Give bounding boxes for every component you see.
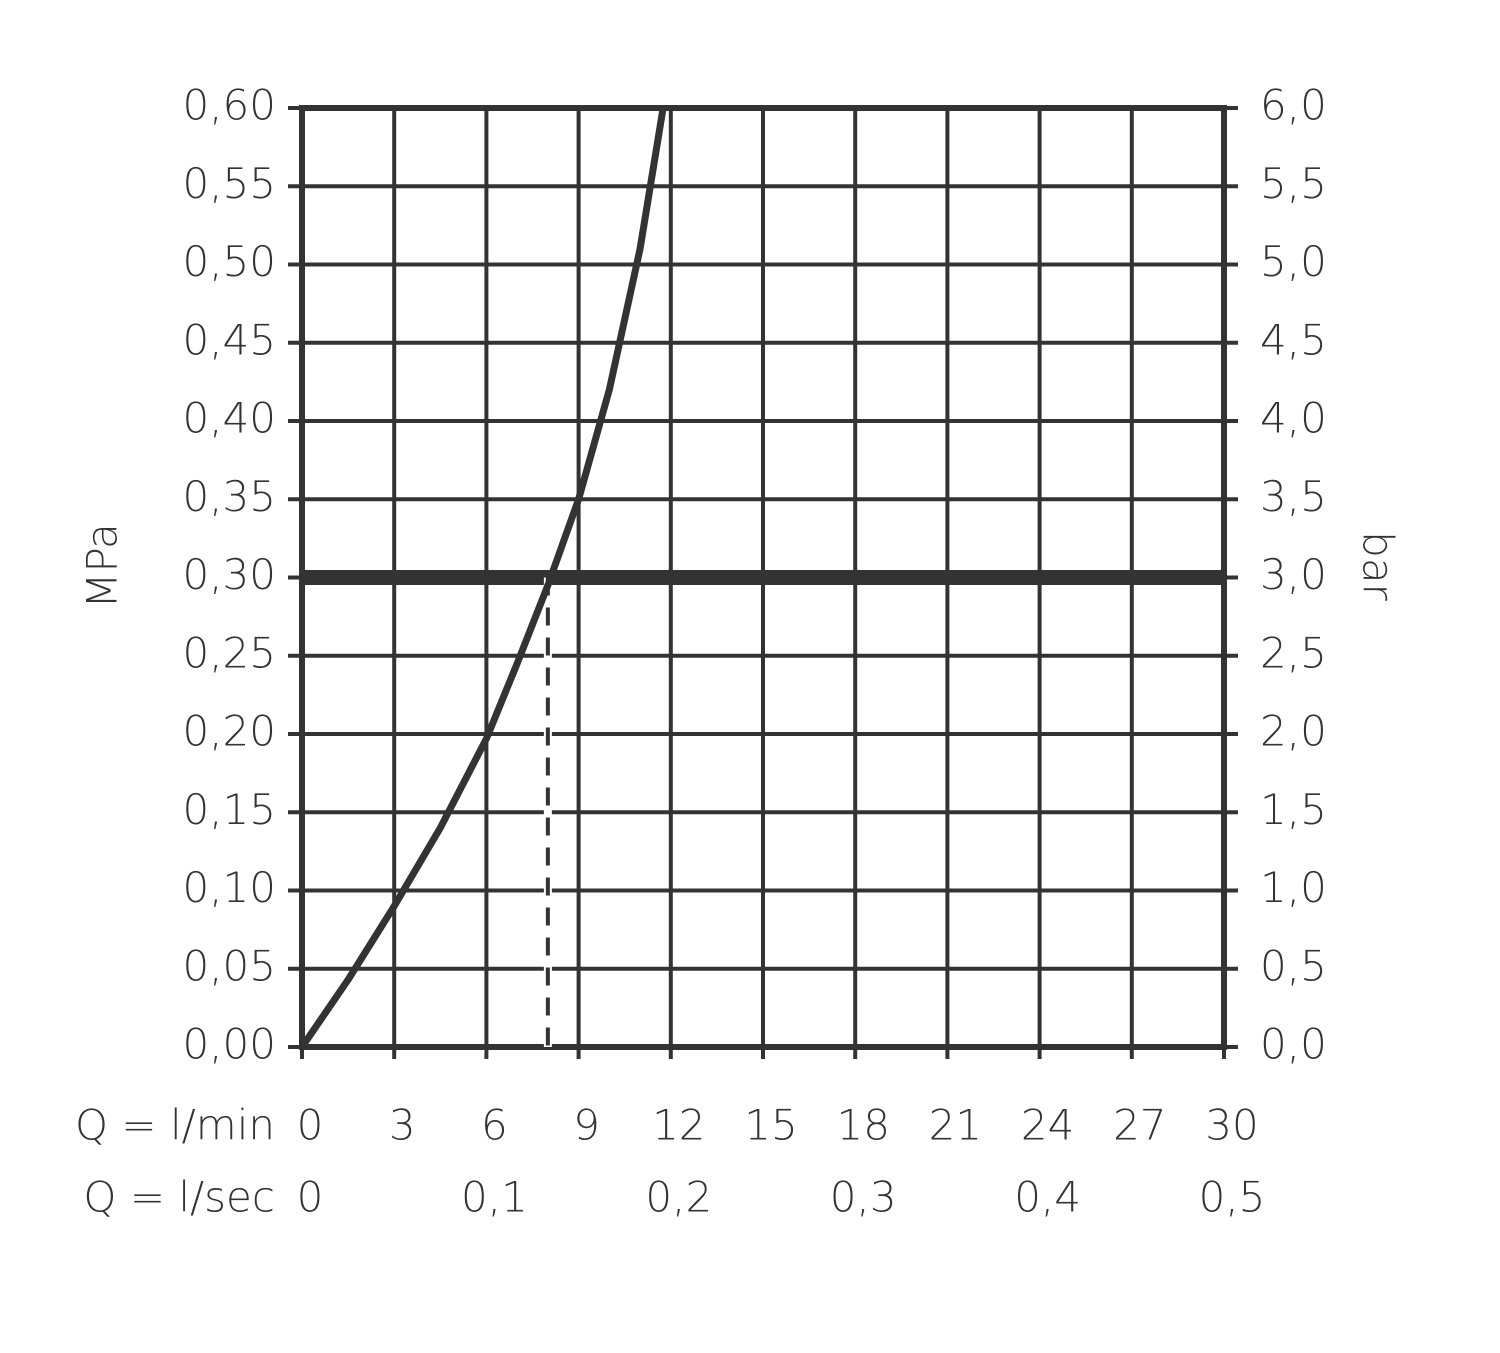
y-tick-label: 0,30 bbox=[182, 550, 276, 599]
x2-tick-label: 0,5 bbox=[1199, 1173, 1266, 1222]
x-tick-label: 9 bbox=[573, 1101, 600, 1150]
x-tick-label: 0 bbox=[297, 1101, 324, 1150]
y2-tick-label: 4,5 bbox=[1260, 315, 1327, 364]
x2-tick-label: 0,3 bbox=[830, 1173, 897, 1222]
x-tick-label: 6 bbox=[481, 1101, 508, 1150]
y2-tick-label: 1,0 bbox=[1260, 863, 1327, 912]
x-tick-label: 3 bbox=[389, 1101, 416, 1150]
x2-tick-label: 0 bbox=[297, 1173, 324, 1222]
x2-tick-label: 0,2 bbox=[645, 1173, 712, 1222]
y-tick-label: 0,60 bbox=[182, 81, 276, 130]
y2-tick-label: 1,5 bbox=[1260, 785, 1327, 834]
y-tick-label: 0,35 bbox=[182, 472, 276, 521]
y-tick-label: 0,50 bbox=[182, 237, 276, 286]
x2-tick-label: 0,4 bbox=[1014, 1173, 1081, 1222]
curve bbox=[299, 107, 667, 1049]
x-tick-label: 27 bbox=[1113, 1101, 1166, 1150]
y2-tick-label: 5,5 bbox=[1260, 159, 1327, 208]
x-tick-label: 18 bbox=[836, 1101, 889, 1150]
y2-axis-label: bar bbox=[1354, 531, 1403, 601]
y2-tick-label: 0,5 bbox=[1260, 941, 1327, 990]
y-tick-label: 0,05 bbox=[182, 941, 276, 990]
y-tick-label: 0,55 bbox=[182, 159, 276, 208]
y2-tick-label: 5,0 bbox=[1260, 237, 1327, 286]
y2-tick-label: 6,0 bbox=[1260, 81, 1327, 130]
y-tick-label: 0,00 bbox=[182, 1020, 276, 1069]
y2-tick-label: 0,0 bbox=[1260, 1020, 1327, 1069]
y2-tick-label: 2,5 bbox=[1260, 628, 1327, 677]
y-tick-label: 0,15 bbox=[182, 785, 276, 834]
x2-tick-label: 0,1 bbox=[461, 1173, 528, 1222]
x-tick-label: 15 bbox=[744, 1101, 797, 1150]
y2-tick-label: 3,5 bbox=[1260, 472, 1327, 521]
x2-axis-label: Q = l/sec bbox=[83, 1173, 275, 1222]
y-tick-label: 0,25 bbox=[182, 628, 276, 677]
y-tick-label: 0,20 bbox=[182, 707, 276, 756]
x-tick-label: 24 bbox=[1021, 1101, 1074, 1150]
y-tick-label: 0,45 bbox=[182, 315, 276, 364]
x-tick-label: 12 bbox=[652, 1101, 705, 1150]
y-tick-label: 0,40 bbox=[182, 394, 276, 443]
y2-tick-label: 4,0 bbox=[1260, 394, 1327, 443]
x-tick-label: 30 bbox=[1205, 1101, 1258, 1150]
y2-tick-label: 2,0 bbox=[1260, 707, 1327, 756]
x-axis-label: Q = l/min bbox=[75, 1101, 275, 1150]
y2-tick-label: 3,0 bbox=[1260, 550, 1327, 599]
y-tick-label: 0,10 bbox=[182, 863, 276, 912]
x-tick-label: 21 bbox=[929, 1101, 982, 1150]
y-axis-label: MPa bbox=[78, 523, 127, 608]
